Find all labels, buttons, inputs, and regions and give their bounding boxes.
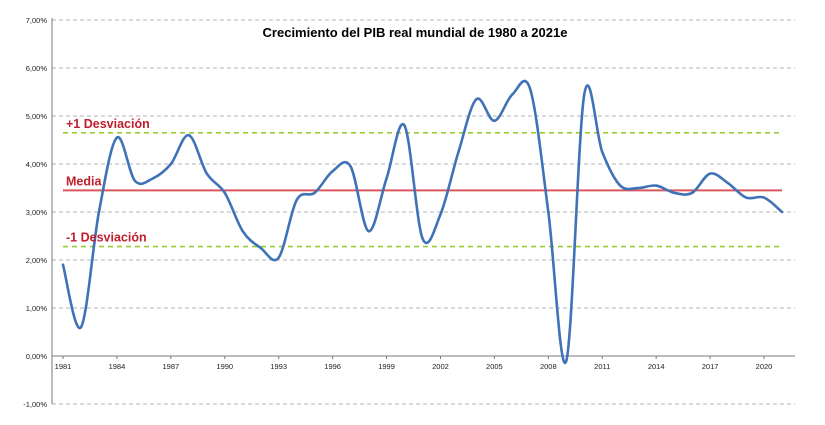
data-point-2019 — [744, 196, 748, 199]
reference-line-label: -1 Desviación — [66, 231, 147, 245]
x-tick-label: 2014 — [648, 362, 665, 371]
x-tick-label: 1981 — [55, 362, 72, 371]
series-layer — [61, 79, 784, 365]
data-point-1983 — [97, 210, 101, 214]
x-axis-tick-labels: 1981 1984 1987 1990 1993 1996 1999 2002 2005 2008… — [55, 356, 773, 371]
data-point-1981 — [61, 263, 65, 266]
series-line — [61, 79, 784, 365]
reference-line-label: Media — [66, 174, 102, 188]
data-point-2004 — [475, 98, 478, 101]
y-tick-label: 7,00% — [26, 16, 48, 25]
data-point-2020 — [762, 196, 766, 199]
data-point-2003 — [457, 150, 460, 154]
y-tick-label: 2,00% — [26, 256, 48, 265]
reference-line-label: +1 Desviación — [66, 117, 150, 131]
data-point-1993 — [277, 256, 280, 259]
chart-title: Crecimiento del PIB real mundial de 1980… — [263, 25, 568, 40]
data-point-2007 — [529, 88, 532, 91]
data-point-1997 — [349, 165, 352, 168]
x-tick-label: 1993 — [270, 362, 287, 371]
data-point-1991 — [241, 230, 244, 233]
data-point-2013 — [637, 186, 640, 190]
x-tick-label: 1987 — [163, 362, 180, 371]
data-point-2008 — [547, 210, 550, 214]
data-point-1996 — [331, 170, 334, 173]
y-tick-label: 5,00% — [26, 112, 48, 121]
data-point-1999 — [385, 177, 388, 180]
data-point-1994 — [295, 198, 298, 202]
data-point-2000 — [403, 124, 406, 127]
data-point-2009 — [565, 359, 568, 362]
data-point-1992 — [259, 246, 262, 250]
y-tick-label: 3,00% — [26, 208, 48, 217]
x-tick-label: 1999 — [378, 362, 395, 371]
x-tick-label: 2002 — [432, 362, 449, 371]
y-tick-label: -1,00% — [23, 400, 47, 409]
y-tick-label: 1,00% — [26, 304, 48, 313]
y-axis-tick-labels: -1,00% 0,00% 1,00% 2,00% 3,00% 4,00% 5,00% 6,00… — [23, 16, 47, 409]
data-point-2016 — [690, 191, 694, 194]
x-tick-label: 1984 — [109, 362, 126, 371]
reference-lines — [63, 132, 782, 248]
x-tick-label: 1990 — [216, 362, 233, 371]
x-tick-label: 2008 — [540, 362, 557, 371]
data-point-2005 — [493, 119, 496, 123]
data-point-2002 — [439, 213, 442, 216]
data-point-2006 — [511, 93, 514, 96]
data-point-2015 — [672, 191, 676, 194]
data-point-1986 — [151, 177, 155, 180]
data-point-1985 — [133, 179, 137, 182]
y-tick-label: 0,00% — [26, 352, 48, 361]
gridlines — [51, 18, 795, 405]
data-point-2012 — [619, 184, 622, 187]
data-point-2018 — [726, 182, 730, 185]
reference-line-labels: +1 Desviación Media -1 Desviación — [66, 117, 150, 245]
x-tick-label: 2020 — [756, 362, 773, 371]
data-point-1998 — [367, 230, 370, 233]
x-tick-label: 2017 — [702, 362, 719, 371]
data-point-1989 — [205, 172, 208, 175]
x-tick-label: 2005 — [486, 362, 503, 371]
data-point-2021 — [780, 210, 784, 214]
data-point-2011 — [601, 150, 604, 154]
data-point-1995 — [313, 191, 316, 194]
data-point-1988 — [187, 134, 191, 137]
x-tick-label: 1996 — [324, 362, 341, 371]
data-point-1984 — [115, 136, 119, 139]
data-point-2001 — [421, 237, 424, 240]
data-point-1987 — [169, 162, 173, 166]
x-tick-label: 2011 — [594, 362, 610, 371]
data-point-1990 — [223, 191, 226, 194]
data-point-2010 — [583, 93, 586, 96]
data-point-1982 — [79, 326, 83, 329]
data-point-2014 — [654, 184, 658, 187]
data-point-2017 — [708, 172, 712, 175]
y-tick-label: 6,00% — [26, 64, 48, 73]
y-tick-label: 4,00% — [26, 160, 48, 169]
